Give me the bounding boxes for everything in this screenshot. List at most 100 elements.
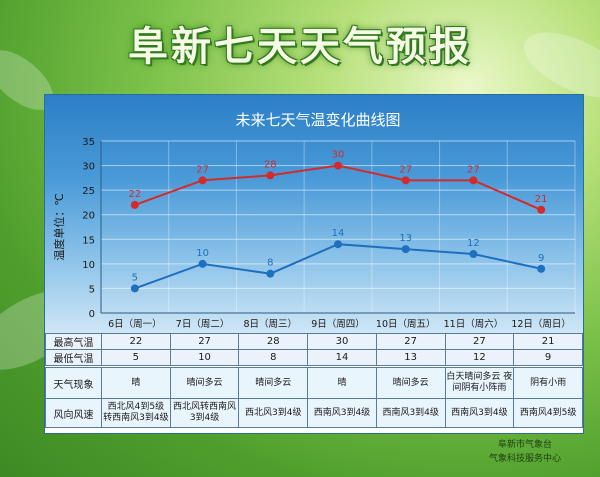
credit-block: 阜新市气象台 气象科技服务中心: [470, 438, 580, 466]
wind-text: 西南风3到4级: [382, 408, 439, 418]
data-point: [130, 284, 139, 293]
x-tick-label: 10日（周五）: [376, 318, 436, 330]
table-row-wind: 风向风速 西北风4到5级 转西南风3到4级 西北风转西南风 3到4级 西北风3到…: [45, 398, 583, 428]
data-label: 28: [264, 159, 277, 170]
low-temp-cell: 9: [513, 349, 583, 366]
x-tick-label: 9日（周四）: [311, 318, 365, 330]
weather-text: 晴间多云: [392, 378, 429, 388]
high-temp-cell: 27: [169, 333, 240, 350]
table-row-weather: 天气现象 晴 晴间多云 晴间多云 晴 晴间多云 白天晴间多云 夜间阴有小阵雨 阴…: [45, 367, 583, 399]
y-tick-label: 15: [82, 235, 95, 246]
weather-table: 天气现象 晴 晴间多云 晴间多云 晴 晴间多云 白天晴间多云 夜间阴有小阵雨 阴…: [45, 367, 583, 428]
data-point: [266, 171, 275, 180]
temperature-table: 最高气温 22 27 28 30 27 27 21 最低气温 5 10 8 14…: [45, 333, 583, 366]
low-temp-cell: 13: [375, 349, 446, 366]
wind-text: 西北风3到4级: [245, 408, 302, 418]
data-label: 27: [467, 164, 480, 175]
weather-cell: 晴间多云: [238, 367, 309, 399]
wind-cell: 西北风3到4级: [238, 398, 309, 428]
data-point: [334, 161, 342, 170]
x-tick-label: 6日（周一）: [108, 318, 162, 330]
x-tick-label: 7日（周二）: [176, 318, 230, 330]
y-axis-label: 温度单位：℃: [52, 193, 66, 260]
low-temp-cell: 12: [444, 349, 515, 366]
wind-label: 风向风速: [45, 398, 102, 428]
data-point: [130, 200, 139, 209]
data-label: 30: [332, 150, 345, 161]
forecast-panel: 未来七天气温变化曲线图 0 5 10 15 20 25 30 35 温度单位：℃ 6日（周一） 7日（…: [44, 94, 584, 434]
y-tick-label: 20: [82, 211, 95, 222]
x-tick-label: 11日（周六）: [444, 318, 504, 330]
y-tick-label: 5: [89, 284, 95, 295]
temperature-chart: 未来七天气温变化曲线图 0 5 10 15 20 25 30 35 温度单位：℃ 6日（周一） 7日（…: [52, 111, 576, 330]
wind-cell: 西南风4到5级: [513, 398, 583, 428]
y-tick-label: 10: [82, 260, 95, 271]
weather-text: 晴: [337, 378, 347, 388]
table-row-high: 最高气温 22 27 28 30 27 27 21: [45, 333, 583, 350]
data-point: [401, 245, 410, 254]
data-label: 12: [467, 238, 480, 249]
y-tick-label: 25: [82, 186, 95, 197]
wind-text: 西南风3到4级: [451, 408, 508, 418]
wind-text: 西北风4到5级 转西南风3到4级: [103, 402, 169, 423]
weather-text: 晴间多云: [186, 378, 223, 388]
table-row-low: 最低气温 5 10 8 14 13 12 9: [45, 349, 583, 366]
high-temp-cell: 28: [238, 333, 309, 350]
weather-cell: 白天晴间多云 夜间阴有小阵雨: [444, 367, 515, 399]
wind-text: 西南风4到5级: [519, 408, 577, 418]
weather-text: 晴: [131, 378, 141, 388]
wind-cell: 西南风3到4级: [375, 398, 446, 428]
x-tick-label: 8日（周三）: [244, 318, 298, 330]
high-temp-cell: 30: [307, 333, 377, 350]
high-temp-cell: 27: [444, 333, 515, 350]
weather-cell: 阴有小雨: [513, 367, 583, 399]
wind-cell: 西北风转西南风 3到4级: [169, 398, 240, 428]
y-tick-label: 0: [89, 309, 95, 320]
data-label: 14: [332, 228, 345, 239]
chart-title: 未来七天气温变化曲线图: [235, 111, 400, 129]
low-temp-cell: 5: [101, 349, 171, 366]
data-label: 21: [535, 194, 548, 205]
weather-text: 白天晴间多云 夜间阴有小阵雨: [446, 372, 513, 393]
low-temp-cell: 14: [307, 349, 377, 366]
low-temp-cell: 8: [238, 349, 309, 366]
weather-label: 天气现象: [45, 367, 102, 399]
data-label: 8: [267, 258, 273, 269]
y-tick-label: 30: [82, 162, 95, 173]
data-label: 13: [399, 233, 412, 244]
data-point: [469, 176, 478, 185]
data-point: [198, 259, 207, 268]
x-tick-label: 12日（周日）: [511, 318, 571, 330]
high-temp-cell: 27: [375, 333, 446, 350]
weather-cell: 晴: [307, 367, 377, 399]
page-title: 阜新七天天气预报: [128, 24, 472, 70]
data-point: [334, 240, 342, 249]
wind-cell: 西南风3到4级: [444, 398, 515, 428]
data-point: [266, 269, 275, 278]
data-point: [401, 176, 410, 185]
high-temp-cell: 21: [513, 333, 583, 350]
high-temp-cell: 22: [101, 333, 171, 350]
data-point: [537, 205, 546, 214]
credit-line2: 气象科技服务中心: [488, 454, 561, 464]
weather-cell: 晴间多云: [375, 367, 446, 399]
data-label: 27: [399, 164, 412, 175]
data-label: 9: [538, 253, 544, 264]
data-label: 5: [132, 272, 138, 283]
chart-background: [45, 95, 583, 333]
wind-text: 西北风转西南风 3到4级: [173, 402, 237, 423]
data-point: [198, 176, 207, 185]
low-temp-label: 最低气温: [45, 349, 102, 366]
low-temp-cell: 10: [169, 349, 240, 366]
weather-cell: 晴间多云: [169, 367, 240, 399]
wind-text: 西南风3到4级: [313, 408, 371, 418]
data-label: 10: [196, 248, 209, 259]
y-tick-label: 35: [82, 137, 95, 148]
weather-cell: 晴: [101, 367, 171, 399]
data-point: [537, 264, 546, 273]
data-label: 22: [128, 189, 141, 200]
wind-cell: 西北风4到5级 转西南风3到4级: [101, 398, 171, 428]
data-label: 27: [196, 164, 209, 175]
high-temp-label: 最高气温: [45, 333, 102, 350]
wind-cell: 西南风3到4级: [307, 398, 377, 428]
